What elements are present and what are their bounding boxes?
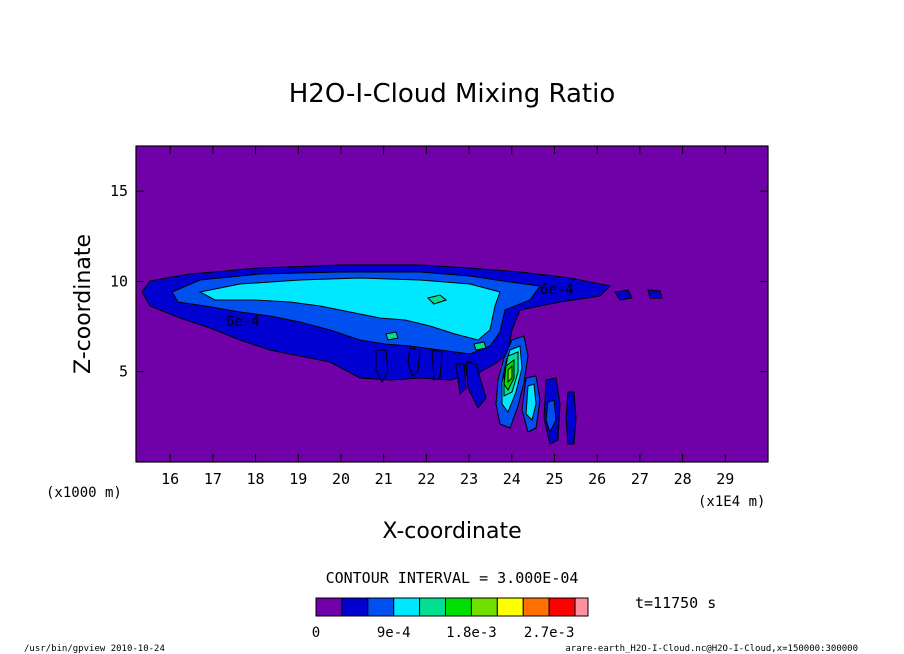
- contour-region-level-1: [375, 349, 389, 384]
- colorbar-tick-label: 1.8e-3: [446, 625, 497, 641]
- x-axis-label: X-coordinate: [382, 519, 521, 544]
- contour-region-level-6: [507, 364, 513, 384]
- contour-label: 6e-4: [540, 282, 574, 298]
- contour-region-level-3: [525, 383, 537, 421]
- contour-region-level-1: [647, 289, 663, 299]
- x-tick-label: 27: [631, 470, 649, 488]
- y-tick-label: 15: [110, 182, 128, 200]
- x-tick-label: 17: [204, 470, 222, 488]
- x-unit-left: (x1000 m): [46, 485, 122, 501]
- y-tick-label: 10: [110, 272, 128, 290]
- contour-region-level-4: [385, 331, 399, 341]
- x-tick-label: 18: [247, 470, 265, 488]
- colorbar-swatch: [496, 597, 524, 617]
- colorbar-swatch: [522, 597, 550, 617]
- x-tick-label: 16: [161, 470, 179, 488]
- x-unit-right: (x1E4 m): [698, 494, 765, 510]
- colorbar-tick-label: 9e-4: [377, 625, 411, 641]
- x-tick-label: 23: [460, 470, 478, 488]
- plot-frame: [135, 145, 769, 463]
- contour-interval: CONTOUR INTERVAL = 3.000E-04: [326, 569, 579, 587]
- x-tick-label: 28: [674, 470, 692, 488]
- contour-label: 6e-4: [226, 314, 260, 330]
- colorbar-swatch: [574, 597, 589, 617]
- y-tick-label: 5: [119, 363, 128, 381]
- colorbar-swatch: [470, 597, 498, 617]
- colorbar-tick-label: 0: [312, 625, 320, 641]
- x-tick-label: 21: [375, 470, 393, 488]
- contour-region-level-1: [431, 349, 443, 381]
- colorbar-swatch: [315, 597, 343, 617]
- x-axis: 16 17 18 19 20 21 22 23 24 25 26 27 28 29: [161, 146, 734, 488]
- y-axis-label: Z-coordinate: [71, 234, 96, 374]
- x-tick-label: 29: [716, 470, 734, 488]
- time-label: t=11750 s: [635, 594, 716, 612]
- colorbar-tick-label: 2.7e-3: [524, 625, 575, 641]
- contour-region-level-4: [473, 341, 487, 351]
- colorbar-labels: 0 9e-4 1.8e-3 2.7e-3: [312, 625, 575, 641]
- contour-fills: [141, 264, 663, 445]
- colorbar-swatch: [548, 597, 576, 617]
- x-tick-label: 26: [588, 470, 606, 488]
- contour-region-level-1: [407, 347, 421, 377]
- x-tick-label: 24: [503, 470, 521, 488]
- colorbar-swatch: [367, 597, 395, 617]
- x-tick-label: 25: [545, 470, 563, 488]
- y-axis: 5 10 15: [110, 182, 768, 381]
- contour-region-level-1: [614, 289, 633, 301]
- footer-right: arare-earth_H2O-I-Cloud.nc@H2O-I-Cloud,x…: [565, 644, 858, 654]
- colorbar: [315, 597, 589, 617]
- colorbar-swatch: [419, 597, 447, 617]
- contour-region-level-4: [427, 294, 448, 305]
- x-tick-label: 22: [417, 470, 435, 488]
- contour-region-level-1: [565, 391, 577, 445]
- footer-left: /usr/bin/gpview 2010-10-24: [24, 644, 165, 654]
- colorbar-swatch: [393, 597, 421, 617]
- colorbar-swatch: [341, 597, 369, 617]
- contour-region-level-3: [198, 277, 501, 341]
- chart-title: H2O-I-Cloud Mixing Ratio: [289, 79, 616, 109]
- colorbar-swatch: [445, 597, 472, 617]
- x-tick-label: 19: [289, 470, 307, 488]
- contour-region-level-2: [545, 399, 557, 434]
- x-tick-label: 20: [332, 470, 350, 488]
- contour-region-level-1: [465, 361, 487, 409]
- contour-region-level-1: [455, 363, 467, 396]
